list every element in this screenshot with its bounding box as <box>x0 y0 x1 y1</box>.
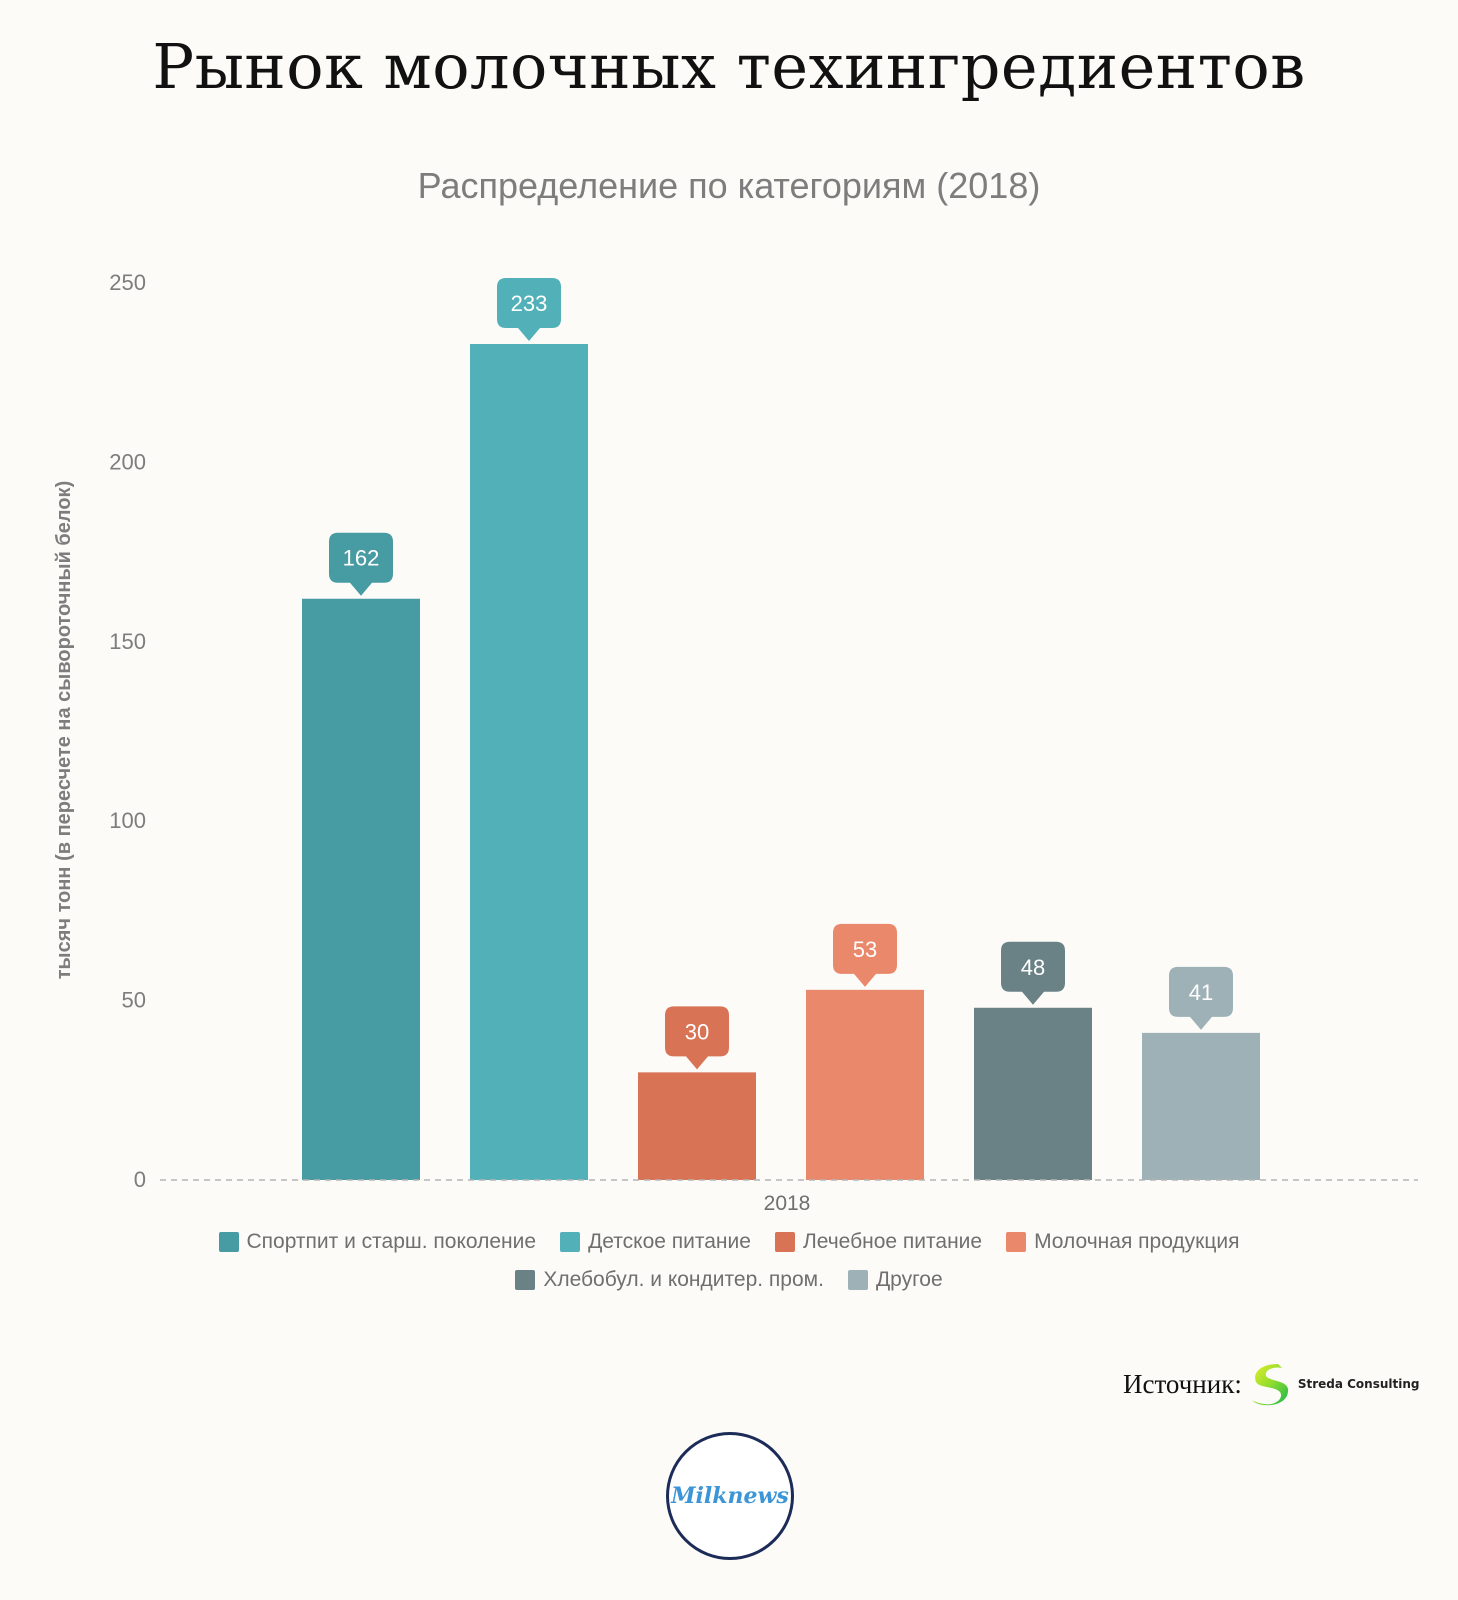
y-axis-label: тысяч тонн (в пересчете на сывороточный … <box>53 481 75 979</box>
data-label-text: 30 <box>685 1019 709 1044</box>
milknews-logo: Milknews <box>666 1432 794 1560</box>
y-axis: 0 50 100 150 200 250 <box>109 270 146 1192</box>
source-brand: Streda Consulting <box>1297 1377 1420 1391</box>
bar[interactable] <box>1142 1032 1260 1180</box>
legend-item[interactable]: Спортпит и старш. поколение <box>218 1230 537 1254</box>
bar[interactable] <box>302 598 420 1180</box>
y-tick-label: 0 <box>134 1167 146 1192</box>
data-label-text: 41 <box>1189 980 1213 1005</box>
legend-item[interactable]: Хлебобул. и кондитер. пром. <box>515 1268 824 1292</box>
legend-swatch <box>847 1270 868 1290</box>
legend-label: Хлебобул. и кондитер. пром. <box>543 1268 824 1291</box>
bar[interactable] <box>470 343 588 1181</box>
legend-item[interactable]: Детское питание <box>560 1230 751 1254</box>
page-title: Рынок молочных техингредиентов <box>152 30 1306 103</box>
y-tick-label: 250 <box>109 270 146 295</box>
bar[interactable] <box>974 1007 1092 1180</box>
x-tick-label: 2018 <box>764 1192 811 1215</box>
data-label: 162 <box>329 532 393 596</box>
y-tick-label: 100 <box>109 808 146 833</box>
legend-label: Лечебное питание <box>802 1230 983 1253</box>
data-label: 30 <box>665 1006 729 1070</box>
y-tick-label: 200 <box>109 449 146 474</box>
legend-label: Детское питание <box>588 1230 751 1253</box>
data-label-text: 162 <box>343 546 380 571</box>
y-tick-label: 50 <box>122 988 146 1013</box>
legend-swatch <box>515 1270 536 1290</box>
legend-swatch <box>560 1232 581 1252</box>
chart-legend: Спортпит и старш. поколение Детское пита… <box>0 1230 1458 1292</box>
milknews-logo-text: Milknews <box>671 1483 789 1509</box>
data-label: 233 <box>497 277 561 341</box>
data-label: 41 <box>1169 966 1233 1030</box>
legend-item[interactable]: Другое <box>847 1268 943 1292</box>
chart-subtitle: Распределение по категориям (2018) <box>417 165 1041 206</box>
data-label: 48 <box>1001 941 1065 1005</box>
legend-label: Другое <box>875 1268 943 1291</box>
legend-swatch <box>774 1232 795 1252</box>
data-label-text: 233 <box>511 291 548 316</box>
legend-row-2: Хлебобул. и кондитер. пром. Другое <box>0 1268 1458 1292</box>
data-label-bubble <box>833 923 897 987</box>
legend-item[interactable]: Молочная продукция <box>1006 1230 1240 1254</box>
data-label-bubble <box>1001 941 1065 1005</box>
data-label-text: 48 <box>1021 955 1045 980</box>
legend-swatch <box>1006 1232 1027 1252</box>
source-label: Источник: <box>1123 1368 1242 1399</box>
legend-row-1: Спортпит и старш. поколение Детское пита… <box>0 1230 1458 1254</box>
data-label: 53 <box>833 923 897 987</box>
legend-item[interactable]: Лечебное питание <box>774 1230 983 1254</box>
data-label-bubble <box>329 532 393 596</box>
bar-chart: 0 50 100 150 200 250 тысяч тонн (в пересчете … <box>53 270 1418 1215</box>
source-credit: Источник: Streda Consulting <box>1123 1360 1420 1408</box>
legend-label: Молочная продукция <box>1034 1230 1240 1253</box>
data-labels-group: 162 233 30 53 48 41 <box>329 277 1233 1070</box>
y-tick-label: 150 <box>109 629 146 654</box>
legend-swatch <box>218 1232 239 1252</box>
data-label-text: 53 <box>853 937 877 962</box>
legend-label: Спортпит и старш. поколение <box>246 1230 537 1253</box>
bar[interactable] <box>806 989 924 1180</box>
data-label-bubble <box>665 1006 729 1070</box>
data-label-bubble <box>1169 966 1233 1030</box>
streda-leaf-logo-icon <box>1251 1364 1288 1406</box>
data-label-bubble <box>497 277 561 341</box>
bar[interactable] <box>638 1072 756 1180</box>
bars-group <box>302 343 1260 1181</box>
